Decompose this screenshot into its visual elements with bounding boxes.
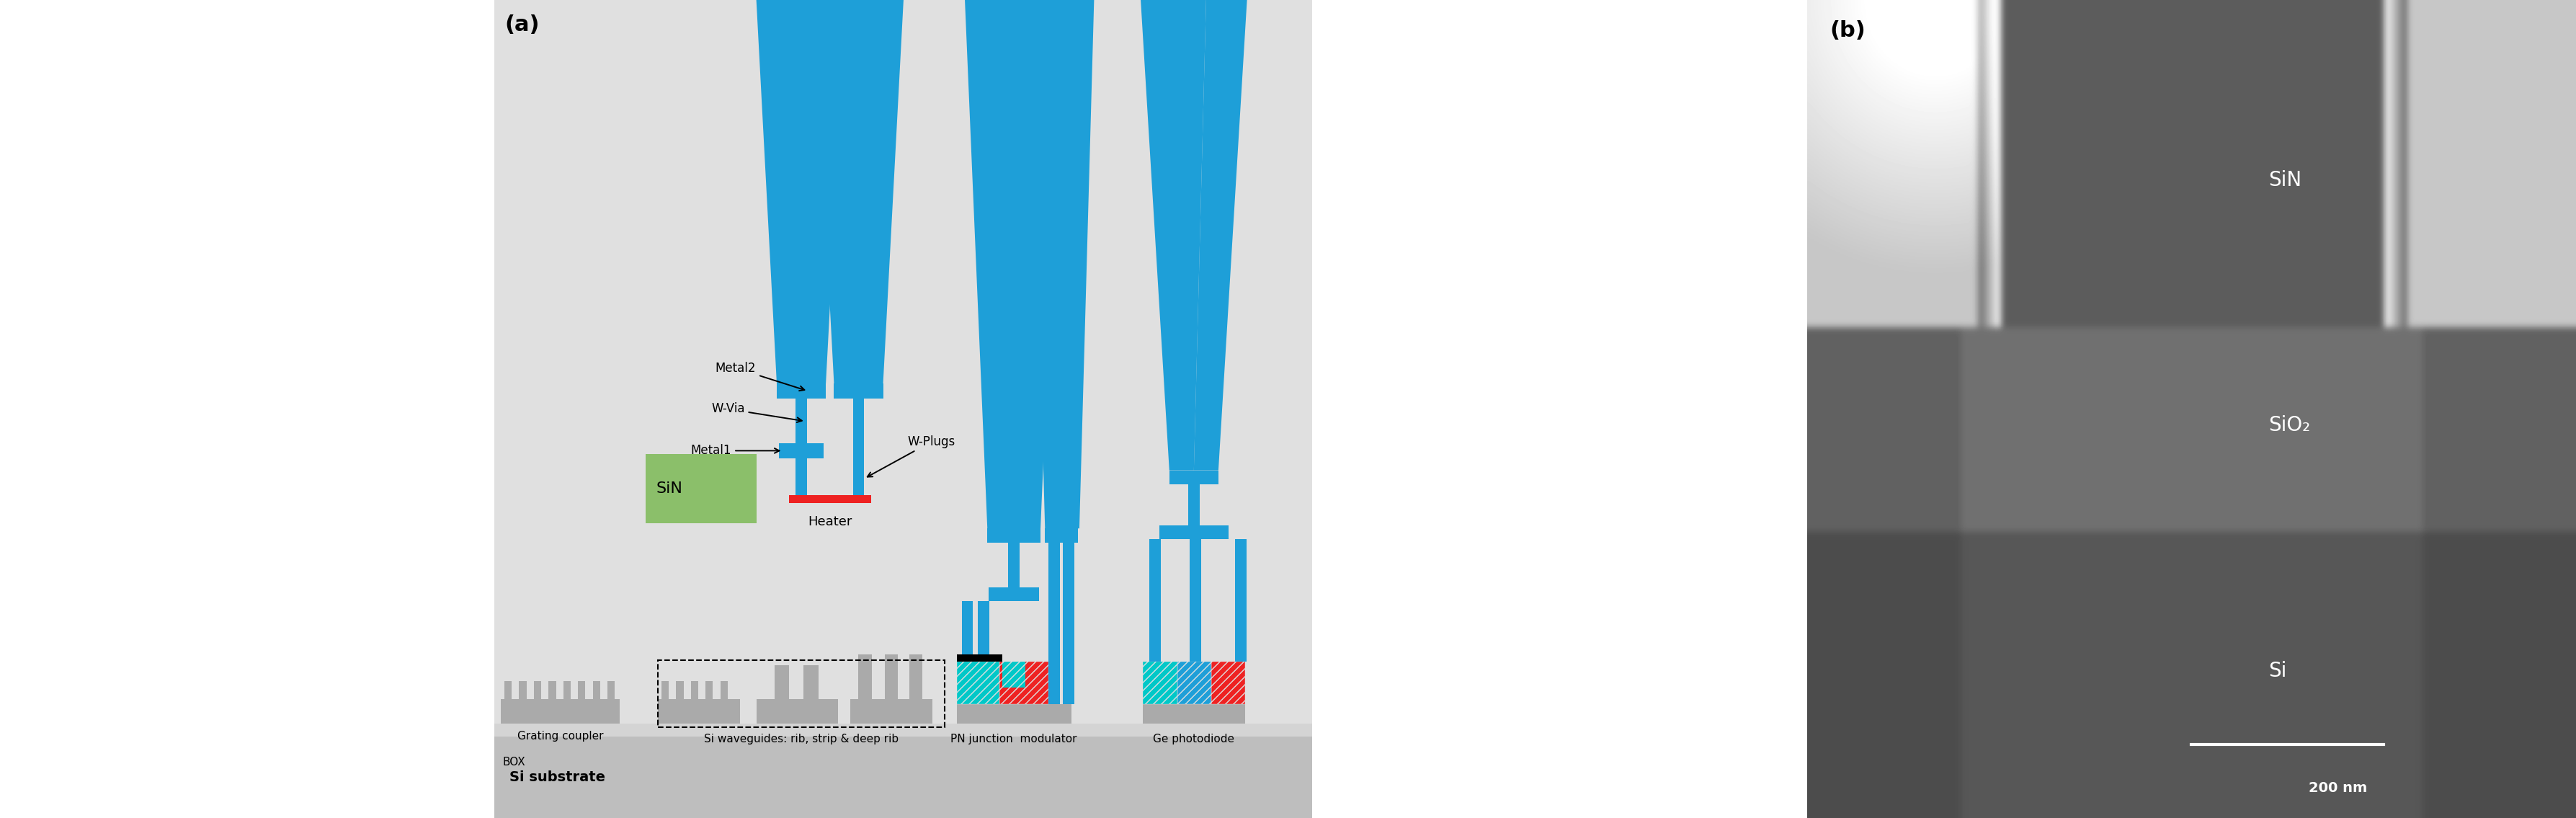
FancyBboxPatch shape xyxy=(804,665,819,699)
FancyBboxPatch shape xyxy=(1188,484,1200,525)
FancyBboxPatch shape xyxy=(956,654,1002,662)
FancyBboxPatch shape xyxy=(721,681,726,699)
Text: SiN: SiN xyxy=(657,482,683,496)
FancyBboxPatch shape xyxy=(1002,662,1025,687)
FancyBboxPatch shape xyxy=(956,662,999,704)
FancyBboxPatch shape xyxy=(690,681,698,699)
FancyBboxPatch shape xyxy=(884,654,899,699)
FancyBboxPatch shape xyxy=(662,681,670,699)
FancyBboxPatch shape xyxy=(757,699,837,724)
Text: Metal2: Metal2 xyxy=(716,362,804,391)
FancyBboxPatch shape xyxy=(853,398,866,495)
FancyBboxPatch shape xyxy=(1149,539,1162,662)
Text: W-Plugs: W-Plugs xyxy=(868,435,956,477)
Text: 200 nm: 200 nm xyxy=(2308,781,2367,795)
Text: Metal1: Metal1 xyxy=(690,444,781,457)
FancyBboxPatch shape xyxy=(505,681,513,699)
FancyBboxPatch shape xyxy=(909,654,922,699)
FancyBboxPatch shape xyxy=(1064,528,1074,704)
FancyBboxPatch shape xyxy=(577,681,585,699)
Text: SiN: SiN xyxy=(2269,170,2300,190)
FancyBboxPatch shape xyxy=(987,528,1041,542)
Polygon shape xyxy=(966,0,1064,528)
FancyBboxPatch shape xyxy=(778,443,824,458)
Text: BOX: BOX xyxy=(502,757,526,767)
Text: Grating coupler: Grating coupler xyxy=(518,730,603,741)
FancyBboxPatch shape xyxy=(835,384,884,398)
FancyBboxPatch shape xyxy=(858,654,871,699)
FancyBboxPatch shape xyxy=(1007,542,1020,587)
FancyBboxPatch shape xyxy=(956,704,1072,724)
FancyBboxPatch shape xyxy=(850,699,933,724)
FancyBboxPatch shape xyxy=(989,587,1038,601)
Polygon shape xyxy=(814,0,904,384)
FancyBboxPatch shape xyxy=(979,601,989,654)
FancyBboxPatch shape xyxy=(1234,539,1247,662)
FancyBboxPatch shape xyxy=(592,681,600,699)
Text: Si: Si xyxy=(2269,661,2287,681)
FancyBboxPatch shape xyxy=(778,384,827,398)
FancyBboxPatch shape xyxy=(495,0,1311,818)
FancyBboxPatch shape xyxy=(1144,662,1177,704)
FancyBboxPatch shape xyxy=(1170,470,1218,484)
FancyBboxPatch shape xyxy=(775,665,788,699)
Polygon shape xyxy=(1141,0,1206,470)
FancyBboxPatch shape xyxy=(999,662,1048,704)
FancyBboxPatch shape xyxy=(1190,539,1200,662)
FancyBboxPatch shape xyxy=(796,458,806,495)
FancyBboxPatch shape xyxy=(502,699,621,724)
FancyBboxPatch shape xyxy=(1177,662,1211,704)
FancyBboxPatch shape xyxy=(1144,704,1244,724)
FancyBboxPatch shape xyxy=(659,699,739,724)
Text: (b): (b) xyxy=(1829,20,1865,42)
FancyBboxPatch shape xyxy=(495,724,1311,736)
FancyBboxPatch shape xyxy=(549,681,556,699)
Text: Si substrate: Si substrate xyxy=(510,771,605,784)
FancyBboxPatch shape xyxy=(647,454,757,524)
Polygon shape xyxy=(757,0,848,384)
FancyBboxPatch shape xyxy=(706,681,714,699)
Text: Si waveguides: rib, strip & deep rib: Si waveguides: rib, strip & deep rib xyxy=(703,734,899,744)
FancyBboxPatch shape xyxy=(788,495,871,503)
Polygon shape xyxy=(1030,0,1095,528)
FancyBboxPatch shape xyxy=(796,398,806,443)
FancyBboxPatch shape xyxy=(1046,528,1077,542)
Text: Heater: Heater xyxy=(809,515,853,528)
FancyBboxPatch shape xyxy=(675,681,683,699)
Text: SiO₂: SiO₂ xyxy=(2269,416,2311,435)
Text: W-Via: W-Via xyxy=(711,402,801,422)
FancyBboxPatch shape xyxy=(533,681,541,699)
Text: PN junction  modulator: PN junction modulator xyxy=(951,734,1077,744)
FancyBboxPatch shape xyxy=(1159,525,1229,539)
FancyBboxPatch shape xyxy=(564,681,572,699)
FancyBboxPatch shape xyxy=(1048,528,1059,704)
Text: (a): (a) xyxy=(505,15,538,36)
Text: Ge photodiode: Ge photodiode xyxy=(1154,734,1234,744)
FancyBboxPatch shape xyxy=(961,601,974,654)
FancyBboxPatch shape xyxy=(520,681,526,699)
FancyBboxPatch shape xyxy=(608,681,616,699)
FancyBboxPatch shape xyxy=(1211,662,1244,704)
Polygon shape xyxy=(1193,0,1247,470)
FancyBboxPatch shape xyxy=(495,736,1311,818)
